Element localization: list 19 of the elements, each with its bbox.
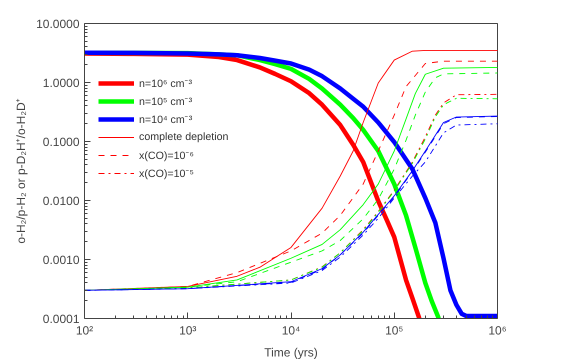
legend-label: n=10⁴ cm⁻³ — [139, 113, 192, 126]
y-tick-label: 10.0000 — [36, 17, 80, 31]
x-tick-label: 10⁴ — [282, 324, 300, 338]
y-tick-label: 0.0010 — [42, 253, 80, 267]
y-tick-label: 0.0001 — [42, 312, 80, 326]
legend-label: n=10⁶ cm⁻³ — [139, 77, 192, 90]
x-tick-label: 10³ — [179, 324, 196, 338]
legend-label: x(CO)=10⁻⁶ — [139, 149, 194, 162]
y-tick-label: 1.0000 — [42, 76, 80, 90]
y-axis-title: o-H₂/p-H₂ or p-D₂H⁺/o-H₂D⁺ — [14, 98, 28, 244]
legend-label: x(CO)=10⁻⁵ — [139, 167, 194, 180]
y-tick-label: 0.1000 — [42, 135, 80, 149]
legend-label: complete depletion — [139, 130, 228, 144]
x-tick-label: 10⁶ — [488, 324, 507, 338]
y-tick-label: 0.0100 — [42, 194, 80, 208]
x-tick-label: 10⁵ — [385, 324, 404, 338]
x-tick-label: 10² — [76, 324, 94, 338]
legend-label: n=10⁵ cm⁻³ — [139, 95, 192, 108]
x-axis-title: Time (yrs) — [264, 346, 318, 360]
